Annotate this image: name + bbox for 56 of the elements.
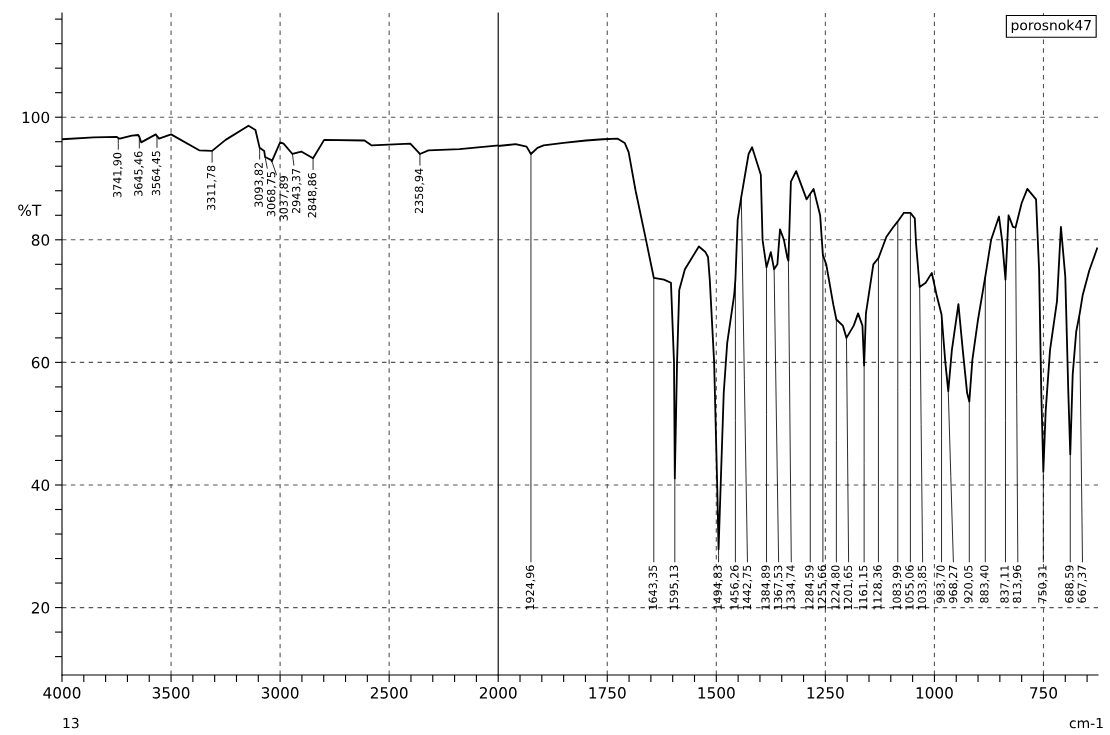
annotation: 1456,26	[730, 565, 740, 610]
annotation: 3311,78	[206, 165, 217, 211]
annotation: 750,31	[1038, 565, 1048, 603]
annotation: 1128,36	[873, 565, 883, 610]
annotation: 3645,46	[134, 151, 144, 196]
annotation: 1643,35	[648, 565, 659, 610]
annotation: 968,27	[948, 565, 959, 603]
annotation: 1033,85	[917, 565, 928, 610]
annotation: 1255,66	[817, 565, 828, 610]
x-tick-label: 4000	[43, 687, 81, 699]
x-tick-label: 1750	[589, 687, 626, 699]
text: cm-1	[1069, 717, 1103, 729]
x-tick-label: 1000	[916, 687, 953, 699]
annotation: 688,59	[1065, 565, 1075, 603]
annotation: 2848,86	[307, 172, 318, 218]
annotation: 1384,89	[761, 565, 771, 610]
x-tick-label: 2000	[479, 687, 517, 699]
y-tick-label: 80	[31, 234, 50, 246]
annotation: 1055,06	[905, 565, 915, 610]
annotation: 1334,74	[786, 565, 796, 610]
annotation: 3564,45	[151, 151, 162, 196]
annotation: 667,37	[1077, 565, 1088, 603]
x-tick-label: 3500	[152, 687, 190, 699]
annotation: 813,96	[1012, 565, 1023, 603]
annotation: 3068,75	[266, 172, 277, 217]
annotation: 1161,15	[858, 565, 869, 610]
annotation: 1442,75	[742, 565, 753, 610]
annotation: 1924,96	[525, 565, 536, 610]
annotation: 1367,53	[773, 565, 784, 610]
annotation: 3037,89	[279, 176, 289, 221]
annotation: 3093,82	[254, 162, 264, 207]
annotation: 837,11	[1000, 565, 1010, 603]
x-tick-label: 750	[1030, 687, 1058, 699]
annotation: 2358,94	[414, 168, 425, 214]
x-tick-label: 1500	[698, 687, 735, 699]
annotation: 2943,37	[291, 168, 302, 214]
annotation: 1201,65	[843, 565, 854, 610]
y-tick-label: 100	[22, 111, 50, 124]
annotation: porosnok47	[1011, 19, 1091, 34]
x-tick-label: 1250	[807, 687, 844, 699]
annotation: 1224,80	[831, 565, 841, 610]
annotation: 3741,90	[113, 152, 123, 198]
annotation: 1595,13	[669, 565, 680, 610]
text: 13	[63, 717, 79, 729]
x-tick-label: 3000	[261, 687, 299, 699]
annotation: 1284,59	[805, 565, 815, 610]
y-axis-title: %T	[18, 204, 42, 217]
y-tick-label: 20	[31, 602, 50, 614]
x-tick-label: 2500	[370, 687, 408, 699]
y-tick-label: 40	[31, 479, 50, 491]
annotation: 920,05	[964, 565, 974, 603]
y-tick-label: 60	[31, 356, 50, 369]
annotation: 1494,83	[713, 565, 723, 610]
annotation: 883,40	[980, 565, 990, 603]
annotation: 1083,99	[892, 565, 903, 610]
annotation: 983,70	[936, 565, 946, 603]
